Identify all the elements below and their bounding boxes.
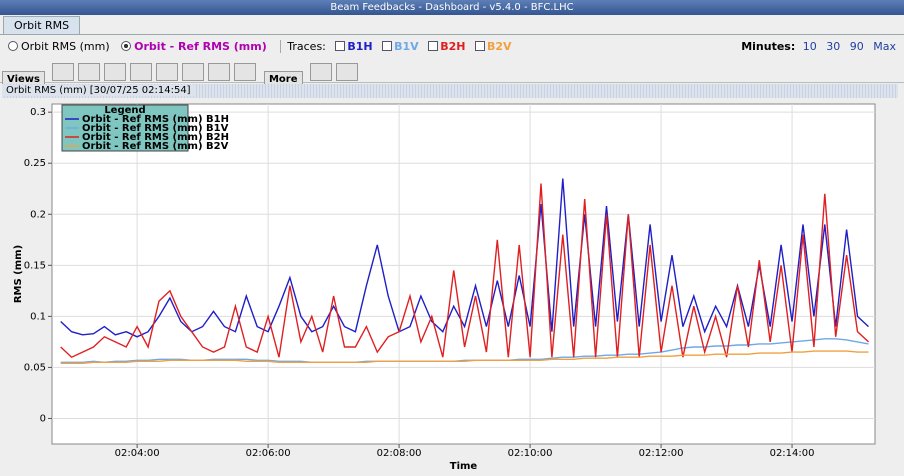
tab[interactable]: Orbit RMS <box>3 16 81 35</box>
minutes-link[interactable]: 10 <box>802 40 817 53</box>
legend-box <box>61 104 189 152</box>
y-tick-label: 0.25 <box>24 158 46 169</box>
y-tick-label: 0.2 <box>30 209 46 220</box>
trace-toggle[interactable]: B2H <box>440 40 466 53</box>
y-tick-label: 0.15 <box>24 260 46 271</box>
trace-toggle[interactable]: B1V <box>394 40 419 53</box>
mode-radio[interactable]: Orbit - Ref RMS (mm) <box>134 40 267 53</box>
minutes-link[interactable]: Max <box>873 40 896 53</box>
panel-header: Orbit RMS (mm) [30/07/25 02:14:54] <box>2 84 898 98</box>
x-tick-label: 02:06:00 <box>246 448 291 459</box>
y-tick-label: 0.3 <box>30 107 46 118</box>
trace-toggle[interactable]: B1H <box>347 40 373 53</box>
legend-label: Orbit - Ref RMS (mm) B2V <box>82 141 229 152</box>
minutes-link[interactable]: 30 <box>826 40 841 53</box>
chart: 0 0.05 0.1 0.15 0.2 0.25 0.3 02:04:00 02:06:00 02… <box>0 99 904 476</box>
legend-title: Legend <box>104 105 145 116</box>
window-title: Beam Feedbacks - Dashboard - v5.4.0 - BF… <box>0 0 904 15</box>
x-axis-label: Time <box>450 461 478 472</box>
traces-label: Traces: <box>280 40 326 53</box>
legend-label: Orbit - Ref RMS (mm) B1V <box>82 123 229 134</box>
y-tick-label: 0 <box>40 413 46 424</box>
x-tick-label: 02:08:00 <box>377 448 422 459</box>
legend-label: Orbit - Ref RMS (mm) B1H <box>82 114 229 125</box>
toolbar: Views More <box>0 62 904 89</box>
y-axis-label: RMS (mm) <box>13 245 24 303</box>
series-line <box>60 350 869 364</box>
y-tick-label: 0.05 <box>24 362 46 373</box>
x-tick-label: 02:10:00 <box>508 448 553 459</box>
mode-radio[interactable]: Orbit RMS (mm) <box>21 40 110 53</box>
legend-label: Orbit - Ref RMS (mm) B2H <box>82 132 229 143</box>
y-tick-label: 0.1 <box>30 311 46 322</box>
trace-toggle[interactable]: B2V <box>486 40 512 53</box>
minutes-label: Minutes: <box>741 40 796 53</box>
controls: Orbit RMS (mm) Orbit - Ref RMS (mm) Trac… <box>0 34 904 59</box>
minutes-link[interactable]: 90 <box>849 40 864 53</box>
panel-title: Orbit RMS (mm) [30/07/25 02:14:54] <box>2 85 195 96</box>
x-tick-label: 02:12:00 <box>639 448 684 459</box>
x-tick-label: 02:04:00 <box>115 448 160 459</box>
series-line <box>60 183 869 359</box>
series-line <box>60 178 869 338</box>
x-tick-label: 02:14:00 <box>770 448 815 459</box>
